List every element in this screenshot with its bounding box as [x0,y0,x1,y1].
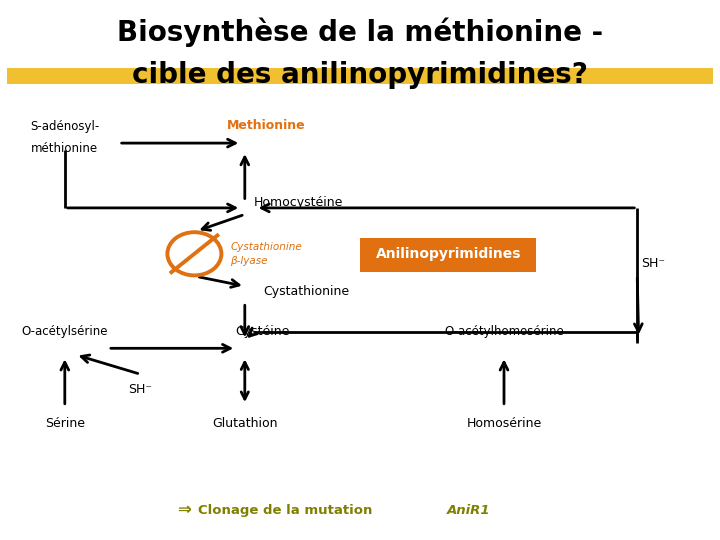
Text: ⇒: ⇒ [176,501,191,519]
Text: Cystathionine: Cystathionine [230,242,302,252]
Text: β-lyase: β-lyase [230,256,268,266]
Text: Sérine: Sérine [45,417,85,430]
Text: Homosérine: Homosérine [467,417,541,430]
Text: Anilinopyrimidines: Anilinopyrimidines [375,247,521,261]
Text: SH⁻: SH⁻ [641,257,665,270]
Text: Methionine: Methionine [227,119,306,132]
Text: O-acétylhomosérine: O-acétylhomosérine [444,325,564,338]
Text: Glutathion: Glutathion [212,417,277,430]
Text: Cystéine: Cystéine [235,325,290,338]
Text: SH⁻: SH⁻ [128,383,153,396]
Text: méthionine: méthionine [31,142,99,155]
Text: S-adénosyl-: S-adénosyl- [30,120,99,133]
Text: O-acétylsérine: O-acétylsérine [22,325,108,338]
Text: AniR1: AniR1 [446,504,490,517]
FancyBboxPatch shape [360,238,536,272]
FancyBboxPatch shape [7,68,713,84]
Text: Homocystéine: Homocystéine [254,196,343,209]
Text: Clonage de la mutation: Clonage de la mutation [198,504,377,517]
Text: cible des anilinopyrimidines?: cible des anilinopyrimidines? [132,60,588,89]
Text: Biosynthèse de la méthionine -: Biosynthèse de la méthionine - [117,18,603,47]
Text: Cystathionine: Cystathionine [263,285,349,298]
